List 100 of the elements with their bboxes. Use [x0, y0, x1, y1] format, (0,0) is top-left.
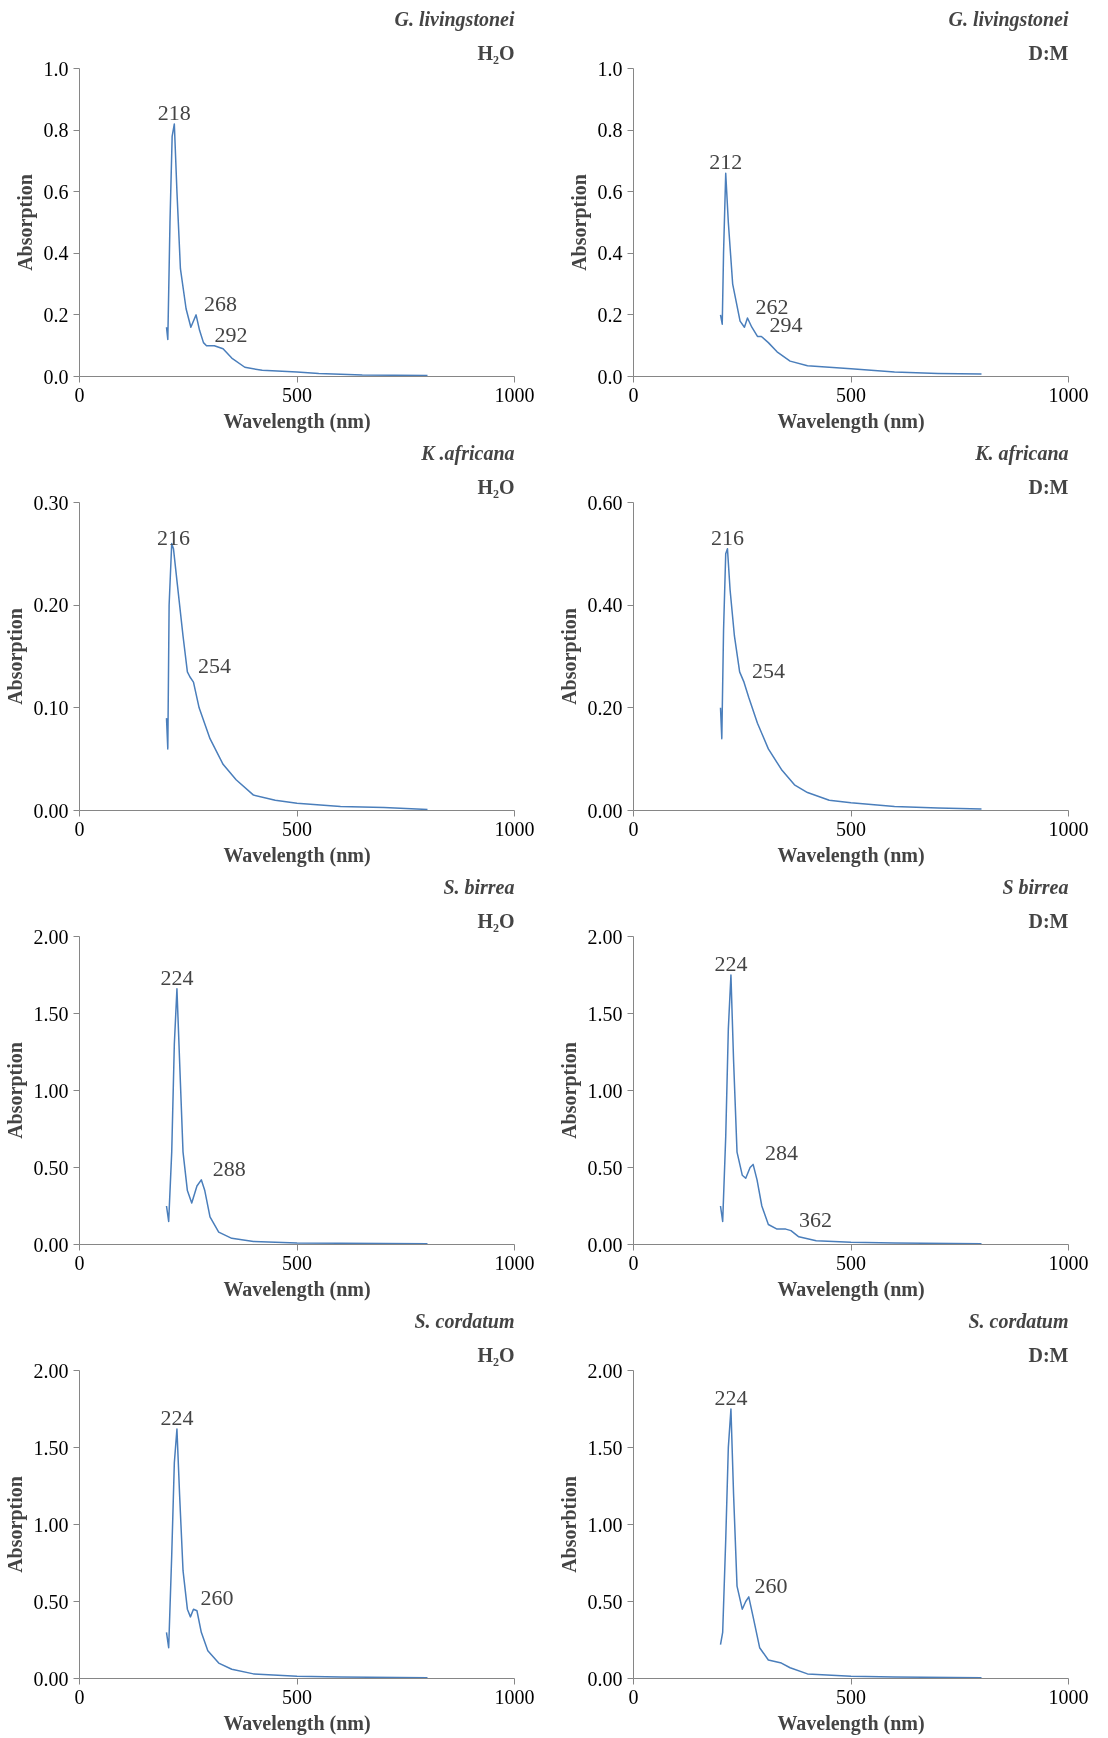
- y-tick-label: 0.00: [587, 799, 623, 822]
- x-axis-title: Wavelength (nm): [223, 1711, 371, 1735]
- y-tick-label: 0.00: [33, 1667, 69, 1690]
- annotation: 218: [157, 99, 191, 125]
- y-tick-label: 0.2: [597, 303, 623, 326]
- x-tick-label: 0: [628, 817, 639, 840]
- x-tick-label: 500: [836, 817, 866, 840]
- y-tick-label: 0.4: [43, 242, 69, 265]
- chart-subtitle: H₂O: [477, 475, 515, 498]
- y-axis-title: Absorption: [3, 608, 27, 705]
- chart-subtitle: D:M: [1028, 1343, 1069, 1366]
- annotation: 260: [754, 1572, 788, 1598]
- x-axis-title: Wavelength (nm): [777, 409, 925, 433]
- y-tick-label: 1.50: [33, 1436, 69, 1459]
- y-tick-label: 0.2: [43, 303, 69, 326]
- chart-subtitle: H₂O: [477, 1343, 515, 1366]
- x-tick-label: 1000: [1048, 1251, 1089, 1274]
- y-tick-label: 0.00: [33, 799, 69, 822]
- x-tick-label: 500: [282, 383, 312, 406]
- chart-title: S. cordatum: [414, 1309, 515, 1332]
- y-tick-label: 1.0: [597, 57, 623, 80]
- y-tick-label: 0.50: [33, 1590, 69, 1613]
- x-tick-label: 0: [74, 817, 85, 840]
- x-axis-title: Wavelength (nm): [223, 1277, 371, 1301]
- y-axis-title: Absorption: [3, 1476, 27, 1573]
- chart-title: S birrea: [1002, 875, 1069, 898]
- x-axis-title: Wavelength (nm): [777, 1277, 925, 1301]
- y-tick-label: 0.0: [43, 365, 69, 388]
- chart-subtitle: D:M: [1028, 41, 1069, 64]
- chart-title: G. livingstonei: [394, 7, 515, 31]
- annotation: 254: [197, 653, 231, 679]
- x-tick-label: 0: [628, 383, 639, 406]
- x-tick-label: 500: [836, 1685, 866, 1708]
- x-tick-label: 1000: [494, 1685, 535, 1708]
- y-axis-title: Absorption: [557, 1042, 581, 1139]
- x-tick-label: 500: [836, 383, 866, 406]
- annotation: 260: [200, 1585, 234, 1611]
- y-tick-label: 2.00: [33, 1359, 69, 1382]
- x-axis-title: Wavelength (nm): [777, 843, 925, 867]
- x-tick-label: 500: [836, 1251, 866, 1274]
- x-tick-label: 500: [282, 1251, 312, 1274]
- chart-title: G. livingstonei: [948, 7, 1069, 31]
- y-tick-label: 0.0: [597, 365, 623, 388]
- y-tick-label: 0.00: [587, 1667, 623, 1690]
- y-tick-label: 2.00: [33, 925, 69, 948]
- x-tick-label: 0: [628, 1685, 639, 1708]
- annotation: 262: [755, 293, 789, 319]
- x-tick-label: 0: [74, 383, 85, 406]
- annotation: 224: [714, 1385, 748, 1410]
- chart-title: S. birrea: [443, 875, 515, 898]
- y-tick-label: 0.50: [33, 1156, 69, 1179]
- y-tick-label: 0.6: [597, 180, 623, 203]
- y-axis-title: Absorbtion: [557, 1476, 580, 1573]
- annotation: 224: [714, 951, 748, 976]
- annotation: 284: [765, 1140, 799, 1166]
- annotation: 288: [212, 1155, 246, 1181]
- x-tick-label: 1000: [494, 1251, 535, 1274]
- chart-title: K. africana: [974, 441, 1069, 465]
- x-tick-label: 500: [282, 817, 312, 840]
- y-tick-label: 1.00: [33, 1079, 69, 1102]
- annotation: 212: [709, 149, 743, 175]
- x-tick-label: 500: [282, 1685, 312, 1708]
- annotation: 216: [156, 524, 190, 550]
- y-tick-label: 0.10: [33, 696, 69, 719]
- y-tick-label: 0.60: [587, 491, 623, 514]
- y-tick-label: 2.00: [587, 1359, 623, 1382]
- x-tick-label: 1000: [1048, 1685, 1089, 1708]
- y-tick-label: 2.00: [587, 925, 623, 948]
- chart-subtitle: D:M: [1028, 475, 1069, 498]
- y-tick-label: 0.40: [587, 594, 623, 617]
- annotation: 224: [160, 964, 194, 990]
- y-tick-label: 1.50: [587, 1002, 623, 1025]
- y-tick-label: 0.00: [587, 1233, 623, 1256]
- y-axis-title: Absorption: [13, 174, 37, 271]
- annotation: 216: [710, 524, 744, 550]
- y-tick-label: 0.50: [587, 1590, 623, 1613]
- chart-title: S. cordatum: [968, 1309, 1069, 1332]
- y-tick-label: 0.8: [43, 119, 69, 142]
- x-tick-label: 0: [74, 1251, 85, 1274]
- y-axis-title: Absorption: [567, 174, 591, 271]
- y-tick-label: 1.50: [33, 1002, 69, 1025]
- y-tick-label: 1.0: [43, 57, 69, 80]
- annotation: 292: [214, 321, 248, 347]
- x-tick-label: 1000: [1048, 817, 1089, 840]
- y-tick-label: 0.00: [33, 1233, 69, 1256]
- y-tick-label: 0.30: [33, 491, 69, 514]
- y-tick-label: 1.00: [587, 1513, 623, 1536]
- y-tick-label: 1.00: [33, 1513, 69, 1536]
- y-tick-label: 1.00: [587, 1079, 623, 1102]
- x-axis-title: Wavelength (nm): [223, 843, 371, 867]
- chart-subtitle: H₂O: [477, 41, 515, 64]
- annotation: 362: [798, 1206, 832, 1232]
- y-axis-title: Absorption: [3, 1042, 27, 1139]
- chart-subtitle: D:M: [1028, 909, 1069, 932]
- annotation: 254: [751, 658, 785, 684]
- y-tick-label: 1.50: [587, 1436, 623, 1459]
- x-tick-label: 0: [628, 1251, 639, 1274]
- chart-subtitle: H₂O: [477, 909, 515, 932]
- x-tick-label: 1000: [494, 817, 535, 840]
- x-tick-label: 0: [74, 1685, 85, 1708]
